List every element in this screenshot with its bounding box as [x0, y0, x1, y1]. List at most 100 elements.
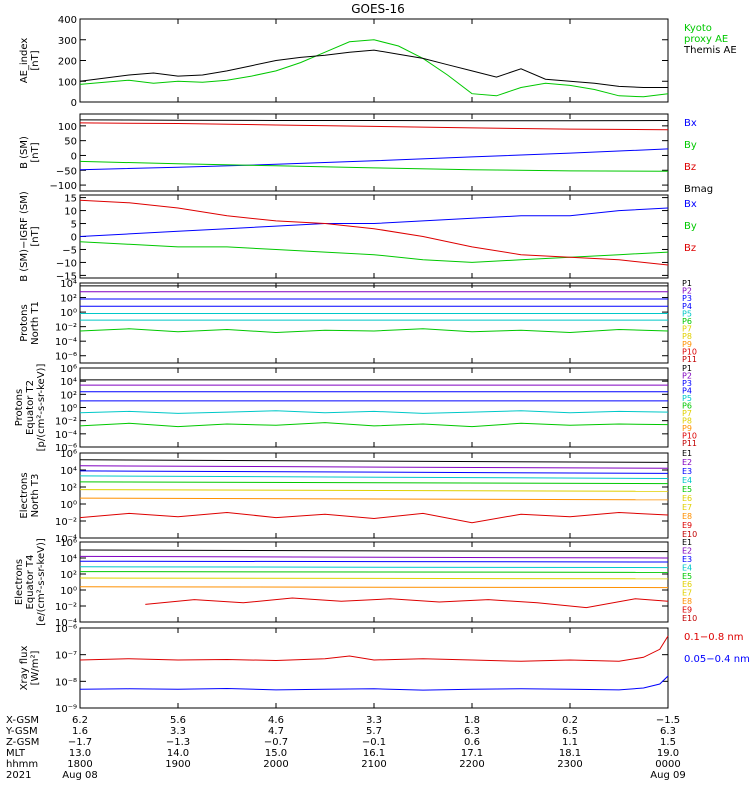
legend-label: P4	[682, 387, 692, 396]
y-tick-label: −100	[50, 181, 77, 192]
legend-label: E3	[682, 467, 692, 476]
legend-label: P3	[682, 294, 692, 303]
axis-value: 18.1	[559, 748, 581, 759]
chart-title: GOES-16	[351, 2, 405, 16]
y-tick-label: 10⁻⁴	[55, 337, 77, 348]
axis-value: 4.6	[268, 715, 284, 726]
y-axis-label: B (SM)	[19, 136, 30, 169]
axis-value: 1.5	[660, 737, 676, 748]
y-tick-label: 10⁻⁷	[55, 651, 77, 662]
legend-label: By	[684, 140, 697, 151]
axis-value: −0.1	[362, 737, 386, 748]
y-tick-label: 10⁻⁸	[55, 677, 77, 688]
legend-label: E9	[682, 521, 692, 530]
series-line-e3	[79, 560, 669, 563]
legend-label: Bx	[684, 118, 697, 129]
axis-value: 4.7	[268, 726, 284, 737]
axis-value: 1900	[165, 759, 190, 770]
legend-label: Bz	[684, 162, 696, 173]
axis-value: 6.3	[464, 726, 480, 737]
legend-label: P6	[682, 317, 692, 326]
y-axis-label: [e/(cm²-s-sr-keV)]	[36, 538, 47, 626]
y-tick-label: 10⁻⁴	[55, 618, 77, 629]
axis-row-label: hhmm	[6, 759, 38, 770]
y-tick-label: 10⁻⁴	[55, 534, 77, 545]
series-line-e5	[79, 571, 669, 573]
legend-label: proxy AE	[684, 34, 728, 45]
series-line-e6	[79, 577, 669, 580]
axis-value: 6.5	[562, 726, 578, 737]
y-tick-label: 200	[58, 57, 77, 68]
legend-label: P6	[682, 402, 692, 411]
legend-label: P2	[682, 287, 692, 296]
y-axis-label: Equator T2	[25, 380, 36, 435]
axis-row-label: MLT	[6, 748, 26, 759]
legend-label: P10	[682, 432, 697, 441]
axis-value: −1.7	[68, 737, 92, 748]
axis-value: 3.3	[366, 715, 382, 726]
legend-label: E7	[682, 589, 692, 598]
series-line-e8	[145, 597, 669, 609]
y-tick-label: 10⁰	[60, 586, 77, 597]
legend-label: E10	[682, 614, 697, 623]
y-tick-label: 10²	[60, 390, 77, 401]
y-axis-label: Electrons	[14, 559, 25, 605]
y-tick-label: 10⁰	[60, 500, 77, 511]
legend-label: P3	[682, 379, 692, 388]
series-line-e7	[79, 586, 669, 589]
y-tick-label: 100	[58, 77, 77, 88]
legend-label: P7	[682, 325, 692, 334]
legend-label: E4	[682, 563, 692, 572]
legend-label: E2	[682, 458, 692, 467]
y-axis-label: [W/m²]	[30, 650, 41, 685]
y-tick-label: 0	[71, 98, 77, 109]
y-axis-label: North T1	[30, 301, 41, 345]
axis-value: 6.3	[660, 726, 676, 737]
axis-value: 17.1	[461, 748, 483, 759]
axis-value: 1.8	[464, 715, 480, 726]
y-tick-label: 10⁻²	[55, 417, 77, 428]
axis-value: Aug 09	[650, 770, 685, 781]
axis-value: 6.2	[72, 715, 88, 726]
y-tick-label: 10⁴	[60, 377, 77, 388]
y-axis-label: North T3	[30, 474, 41, 518]
y-tick-label: 10⁻²	[55, 602, 77, 613]
legend-label: P9	[682, 424, 692, 433]
legend-label: E8	[682, 512, 692, 521]
y-tick-label: 10⁻⁶	[55, 443, 77, 454]
y-tick-label: 50	[64, 137, 77, 148]
axis-value: 0.2	[562, 715, 578, 726]
y-axis-label: Xray flux	[19, 646, 30, 691]
axis-value: 5.6	[170, 715, 186, 726]
series-line-e6	[79, 489, 669, 492]
series-line-bmag	[79, 119, 669, 122]
legend-label: E10	[682, 530, 697, 539]
series-line-bx	[79, 148, 669, 171]
axis-value: 3.3	[170, 726, 186, 737]
series-line-0-1-0-8-nm	[79, 635, 669, 662]
y-tick-label: −10	[56, 258, 77, 269]
legend-label: P8	[682, 417, 692, 426]
y-tick-label: −15	[56, 271, 77, 282]
series-line-e2	[79, 465, 669, 469]
y-tick-label: 10⁶	[60, 364, 77, 375]
y-tick-label: 100	[58, 122, 77, 133]
y-tick-label: 400	[58, 15, 77, 26]
series-line-themis-ae	[79, 49, 668, 88]
axis-value: 2100	[361, 759, 386, 770]
y-tick-label: 10⁶	[60, 538, 77, 549]
legend-label: E5	[682, 572, 692, 581]
y-axis-label: Equator T4	[25, 555, 36, 610]
legend-label: E2	[682, 546, 692, 555]
axis-value: −1.5	[656, 715, 680, 726]
series-line-bx	[79, 207, 669, 237]
axis-value: 16.1	[363, 748, 385, 759]
legend-label: Bmag	[684, 184, 713, 195]
axis-value: 2000	[263, 759, 288, 770]
y-axis-label: [nT]	[30, 142, 41, 162]
y-tick-label: 10	[64, 207, 77, 218]
legend-label: P11	[682, 355, 697, 364]
axis-row-label: Z-GSM	[6, 737, 39, 748]
y-tick-label: 10⁴	[60, 466, 77, 477]
